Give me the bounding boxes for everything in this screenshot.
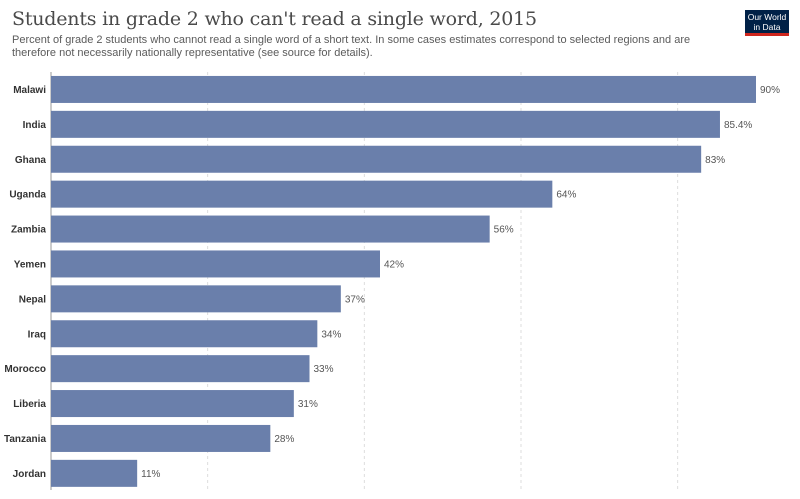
bar[interactable] [51, 459, 138, 487]
category-label: Iraq [28, 329, 46, 340]
bar[interactable] [51, 215, 490, 243]
chart-subtitle: Percent of grade 2 students who cannot r… [12, 34, 691, 59]
category-label: Jordan [13, 469, 46, 480]
bar[interactable] [51, 250, 380, 278]
logo-line-1: Our World [747, 12, 787, 22]
category-label: Zambia [11, 225, 46, 236]
logo-line-2: in Data [753, 21, 781, 32]
value-label: 28% [274, 434, 294, 445]
bars: Malawi 90% India 85.4% Ghana 83% Uganda 64% Zamb… [4, 75, 780, 487]
value-label: 85.4% [724, 120, 752, 131]
bar[interactable] [51, 180, 553, 208]
category-label: Uganda [9, 190, 46, 201]
category-label: Ghana [15, 155, 47, 166]
value-label: 37% [345, 294, 365, 305]
category-label: Malawi [13, 85, 46, 96]
bar[interactable] [51, 390, 294, 418]
value-label: 11% [141, 469, 160, 480]
bar[interactable] [51, 75, 756, 103]
value-label: 90% [760, 85, 780, 96]
value-label: 33% [314, 364, 334, 375]
category-label: India [23, 120, 47, 131]
category-label: Nepal [19, 294, 46, 305]
bar[interactable] [51, 145, 702, 173]
value-label: 34% [321, 329, 341, 340]
gridlines [50, 72, 679, 490]
chart-title: Students in grade 2 who can't read a sin… [12, 8, 537, 30]
value-label: 83% [705, 155, 725, 166]
owid-logo[interactable]: Our World in Data [745, 10, 789, 36]
category-label: Liberia [13, 399, 46, 410]
bar[interactable] [51, 355, 310, 383]
bar[interactable] [51, 320, 318, 348]
bar[interactable] [51, 285, 341, 313]
value-label: 64% [556, 190, 576, 201]
value-label: 31% [298, 399, 318, 410]
bar[interactable] [51, 424, 271, 452]
value-label: 56% [494, 225, 514, 236]
category-label: Tanzania [4, 434, 46, 445]
value-label: 42% [384, 259, 404, 270]
bar[interactable] [51, 110, 720, 138]
category-label: Morocco [4, 364, 46, 375]
category-label: Yemen [14, 259, 46, 270]
